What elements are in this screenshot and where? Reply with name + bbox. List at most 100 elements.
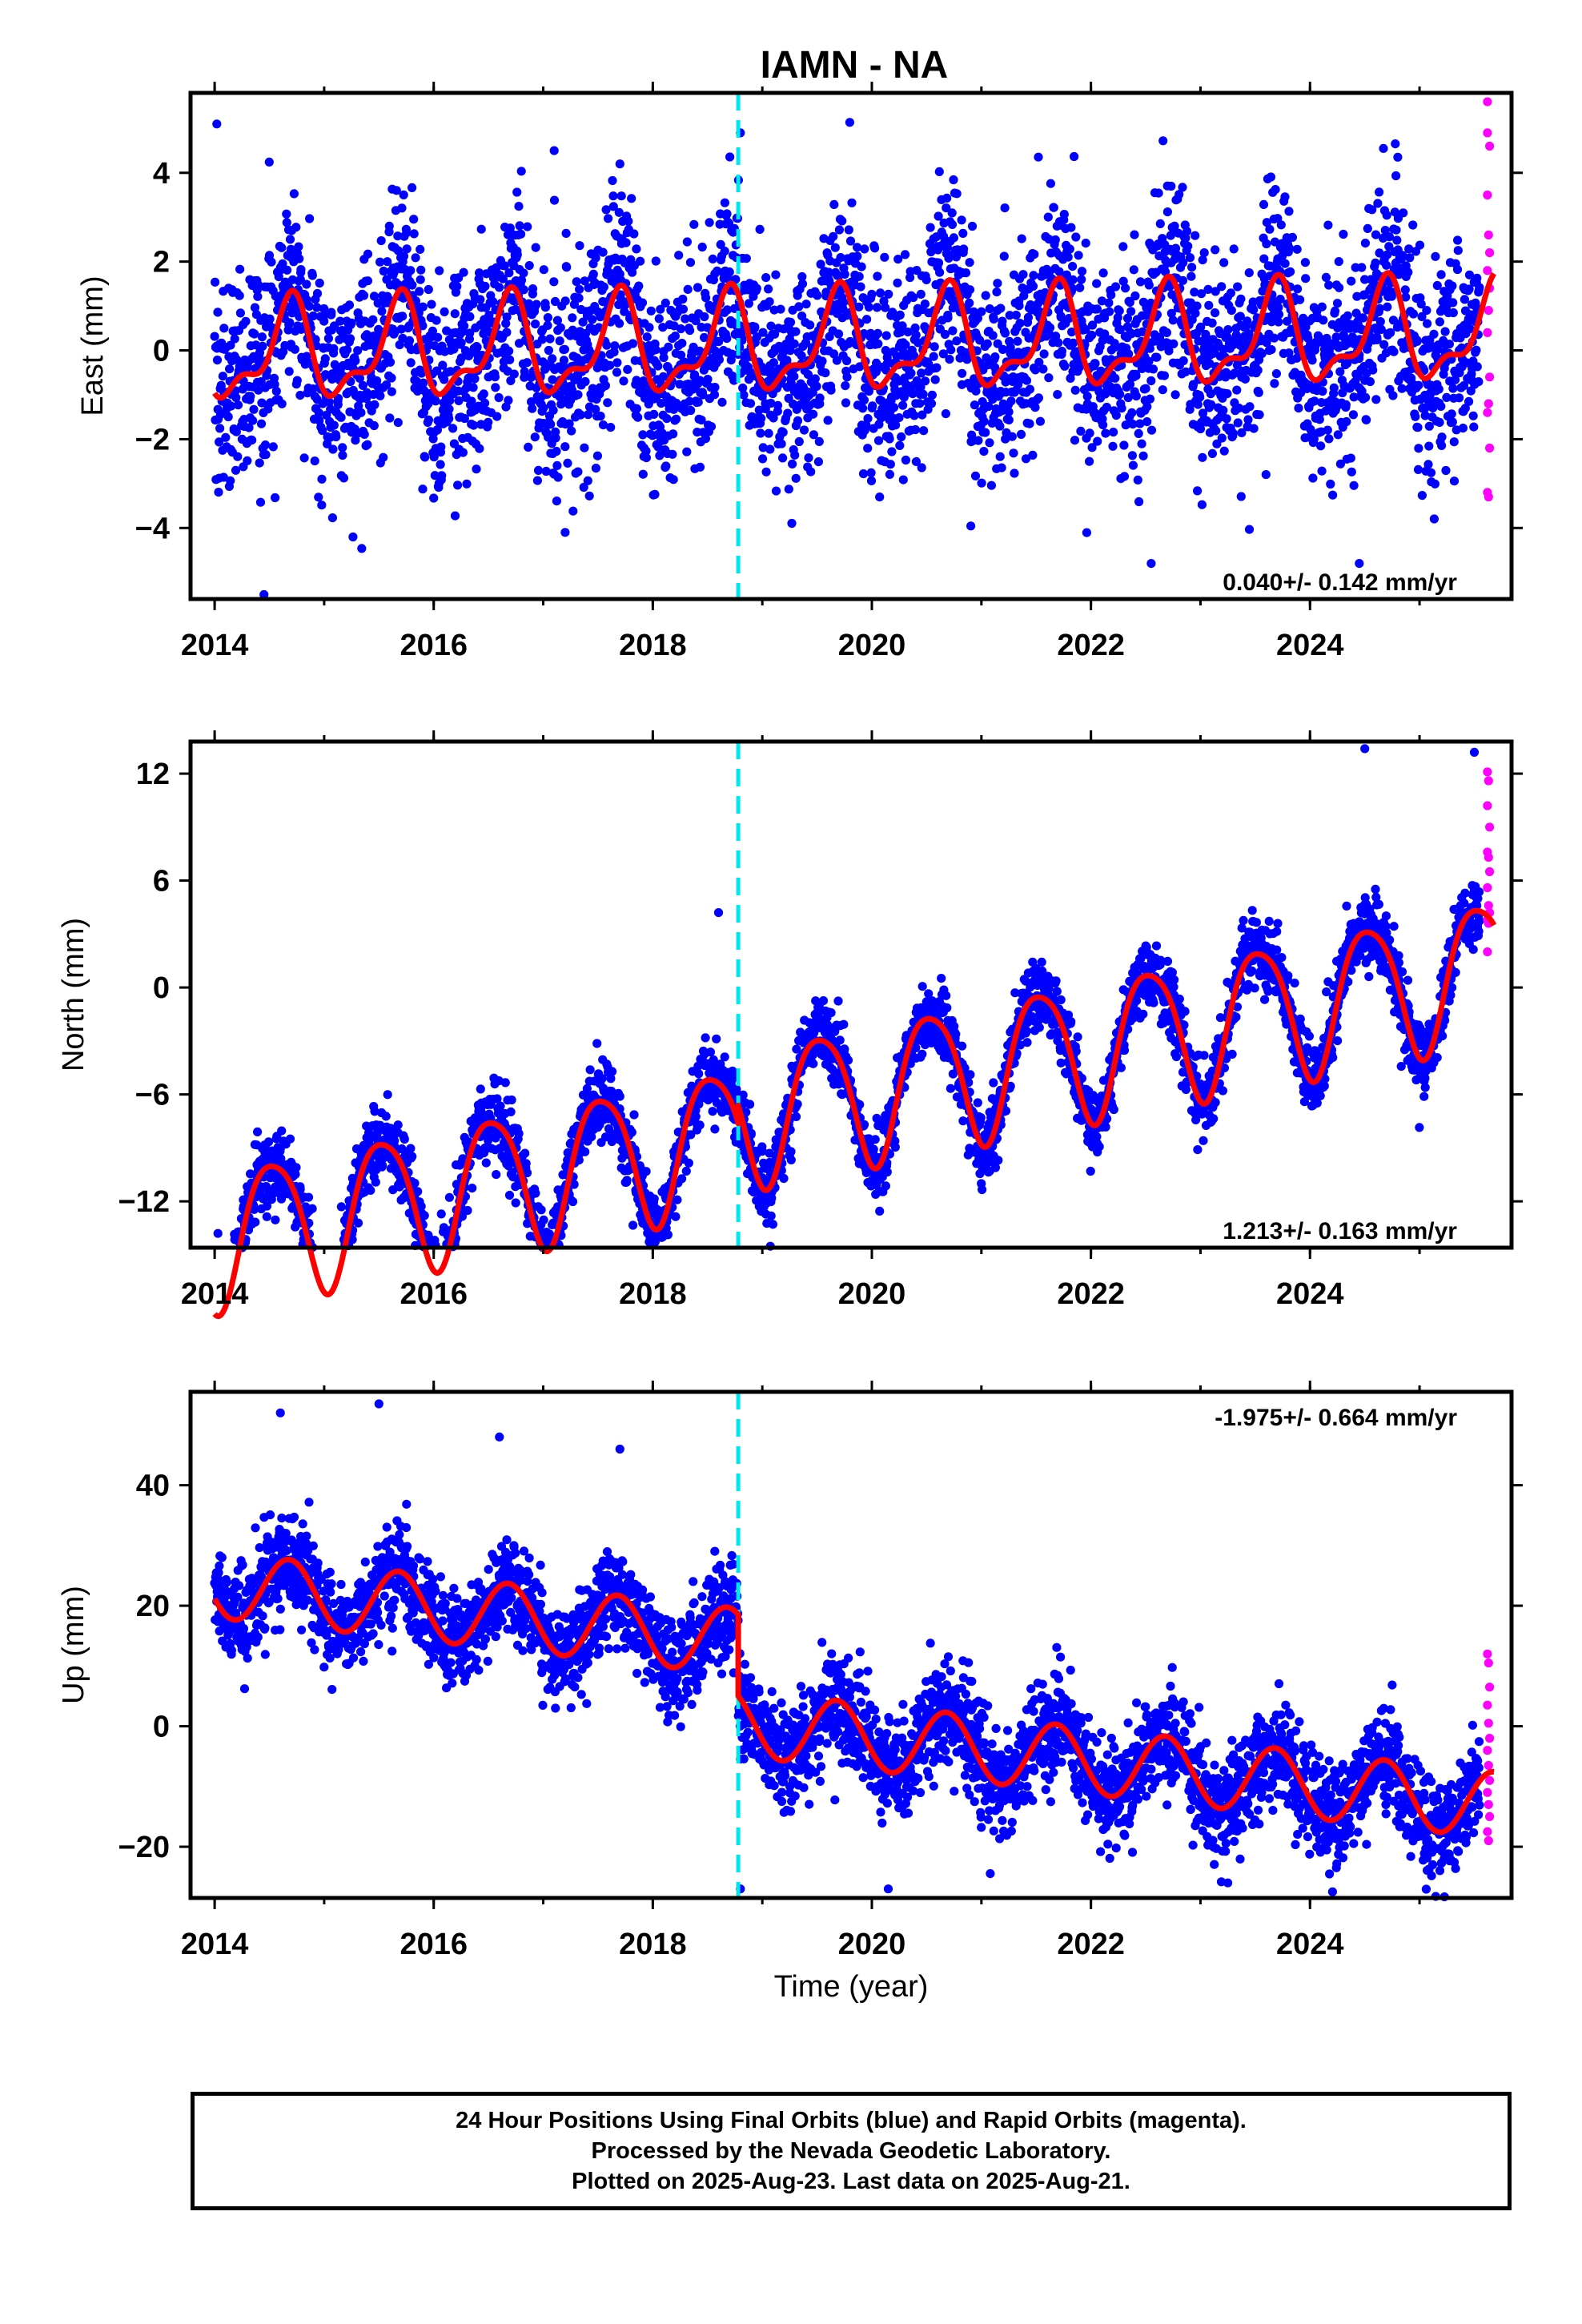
east-final-orbit-point bbox=[573, 390, 583, 400]
east-final-orbit-point bbox=[863, 414, 873, 424]
east-final-orbit-point bbox=[424, 415, 434, 425]
east-final-orbit-point bbox=[369, 292, 379, 301]
east-final-orbit-point bbox=[226, 340, 235, 350]
north-final-orbit-point bbox=[371, 1177, 380, 1187]
east-y-tick-label: −2 bbox=[135, 423, 170, 456]
east-final-orbit-point bbox=[419, 378, 428, 388]
east-final-orbit-point bbox=[689, 219, 699, 229]
north-final-orbit-point bbox=[383, 1090, 392, 1100]
east-final-orbit-point bbox=[399, 190, 408, 199]
east-final-orbit-point bbox=[295, 254, 304, 263]
east-final-orbit-point bbox=[359, 291, 369, 300]
east-final-orbit-point bbox=[623, 364, 632, 374]
east-final-orbit-point bbox=[959, 244, 969, 254]
north-final-orbit-point bbox=[649, 1194, 659, 1204]
east-final-orbit-point bbox=[1211, 426, 1221, 436]
north-final-orbit-point bbox=[353, 1218, 363, 1228]
east-final-orbit-point bbox=[817, 356, 827, 366]
north-final-orbit-point bbox=[627, 1128, 636, 1137]
east-final-orbit-point bbox=[1053, 390, 1062, 400]
east-final-orbit-point bbox=[789, 339, 799, 348]
east-final-orbit-point bbox=[265, 314, 275, 324]
east-final-orbit-point bbox=[917, 463, 926, 472]
east-final-orbit-point bbox=[556, 323, 565, 332]
east-final-orbit-point bbox=[1415, 240, 1425, 250]
east-rapid-orbit-point bbox=[1483, 408, 1492, 417]
east-final-orbit-point bbox=[653, 361, 663, 371]
east-final-orbit-point bbox=[1379, 143, 1388, 153]
east-final-orbit-point bbox=[1187, 263, 1197, 272]
east-final-orbit-point bbox=[898, 400, 908, 410]
east-final-orbit-point bbox=[338, 450, 347, 460]
east-final-orbit-point bbox=[674, 251, 684, 260]
east-final-orbit-point bbox=[785, 317, 796, 327]
east-final-orbit-point bbox=[1316, 441, 1326, 451]
east-final-orbit-point bbox=[1059, 210, 1069, 219]
east-final-orbit-point bbox=[895, 440, 905, 451]
north-final-orbit-point bbox=[381, 1112, 391, 1121]
east-final-orbit-point bbox=[872, 303, 882, 312]
east-final-orbit-point bbox=[387, 373, 396, 383]
east-final-orbit-point bbox=[873, 328, 882, 338]
east-final-orbit-point bbox=[267, 257, 276, 267]
east-final-orbit-point bbox=[842, 372, 852, 382]
east-final-orbit-point bbox=[1127, 451, 1137, 460]
east-final-orbit-point bbox=[1144, 280, 1154, 290]
east-final-orbit-point bbox=[1131, 392, 1141, 401]
east-final-orbit-point bbox=[1249, 424, 1259, 433]
east-final-orbit-point bbox=[598, 247, 608, 257]
east-final-orbit-point bbox=[823, 416, 833, 425]
east-final-orbit-point bbox=[1223, 325, 1233, 335]
east-final-orbit-point bbox=[745, 399, 756, 408]
east-final-orbit-point bbox=[1368, 365, 1378, 375]
north-final-orbit-point bbox=[500, 1078, 510, 1088]
east-final-orbit-point bbox=[548, 405, 558, 415]
east-final-orbit-point bbox=[1030, 250, 1039, 259]
east-rapid-orbit-point bbox=[1485, 443, 1495, 453]
east-final-orbit-point bbox=[1011, 310, 1021, 320]
east-final-orbit-point bbox=[1261, 470, 1271, 480]
east-final-orbit-point bbox=[668, 449, 677, 459]
east-final-orbit-point bbox=[355, 373, 364, 383]
east-final-orbit-point bbox=[672, 414, 681, 424]
east-final-orbit-point bbox=[430, 471, 440, 480]
north-final-orbit-point bbox=[420, 1211, 429, 1220]
north-final-orbit-point bbox=[536, 1205, 546, 1215]
east-final-orbit-point bbox=[444, 414, 454, 424]
east-final-orbit-point bbox=[1109, 428, 1118, 437]
east-final-orbit-point bbox=[1133, 475, 1142, 485]
east-final-orbit-point bbox=[531, 243, 540, 252]
east-final-orbit-point bbox=[812, 381, 821, 391]
east-final-orbit-point bbox=[669, 429, 678, 439]
east-final-orbit-point bbox=[1169, 339, 1178, 348]
east-final-orbit-point bbox=[596, 312, 605, 322]
east-final-orbit-point bbox=[958, 368, 967, 378]
east-final-orbit-point bbox=[429, 493, 439, 503]
east-final-orbit-point bbox=[393, 246, 404, 255]
east-final-orbit-point bbox=[722, 209, 732, 219]
east-final-orbit-point bbox=[596, 412, 605, 421]
east-rapid-orbit-point bbox=[1485, 141, 1495, 151]
east-final-orbit-point bbox=[241, 316, 251, 326]
east-final-orbit-point bbox=[225, 364, 235, 374]
east-final-orbit-point bbox=[1413, 464, 1423, 475]
east-final-orbit-point bbox=[678, 294, 688, 304]
east-final-orbit-point bbox=[1029, 271, 1038, 280]
east-final-orbit-point bbox=[1271, 185, 1280, 195]
east-final-orbit-point bbox=[1111, 411, 1121, 420]
east-final-orbit-point bbox=[1030, 365, 1040, 375]
north-final-orbit-point bbox=[476, 1084, 485, 1094]
east-final-orbit-point bbox=[543, 320, 552, 330]
east-final-orbit-point bbox=[264, 157, 274, 167]
east-final-orbit-point bbox=[1015, 319, 1025, 328]
east-final-orbit-point bbox=[981, 428, 990, 437]
east-final-orbit-point bbox=[548, 375, 557, 384]
east-final-orbit-point bbox=[530, 432, 540, 442]
east-final-orbit-point bbox=[1243, 316, 1252, 326]
east-final-orbit-point bbox=[864, 302, 873, 312]
north-final-orbit-point bbox=[622, 1176, 632, 1185]
east-final-orbit-point bbox=[215, 437, 224, 447]
east-final-orbit-point bbox=[773, 400, 783, 410]
east-final-orbit-point bbox=[1168, 316, 1178, 325]
east-final-orbit-point bbox=[761, 467, 771, 476]
